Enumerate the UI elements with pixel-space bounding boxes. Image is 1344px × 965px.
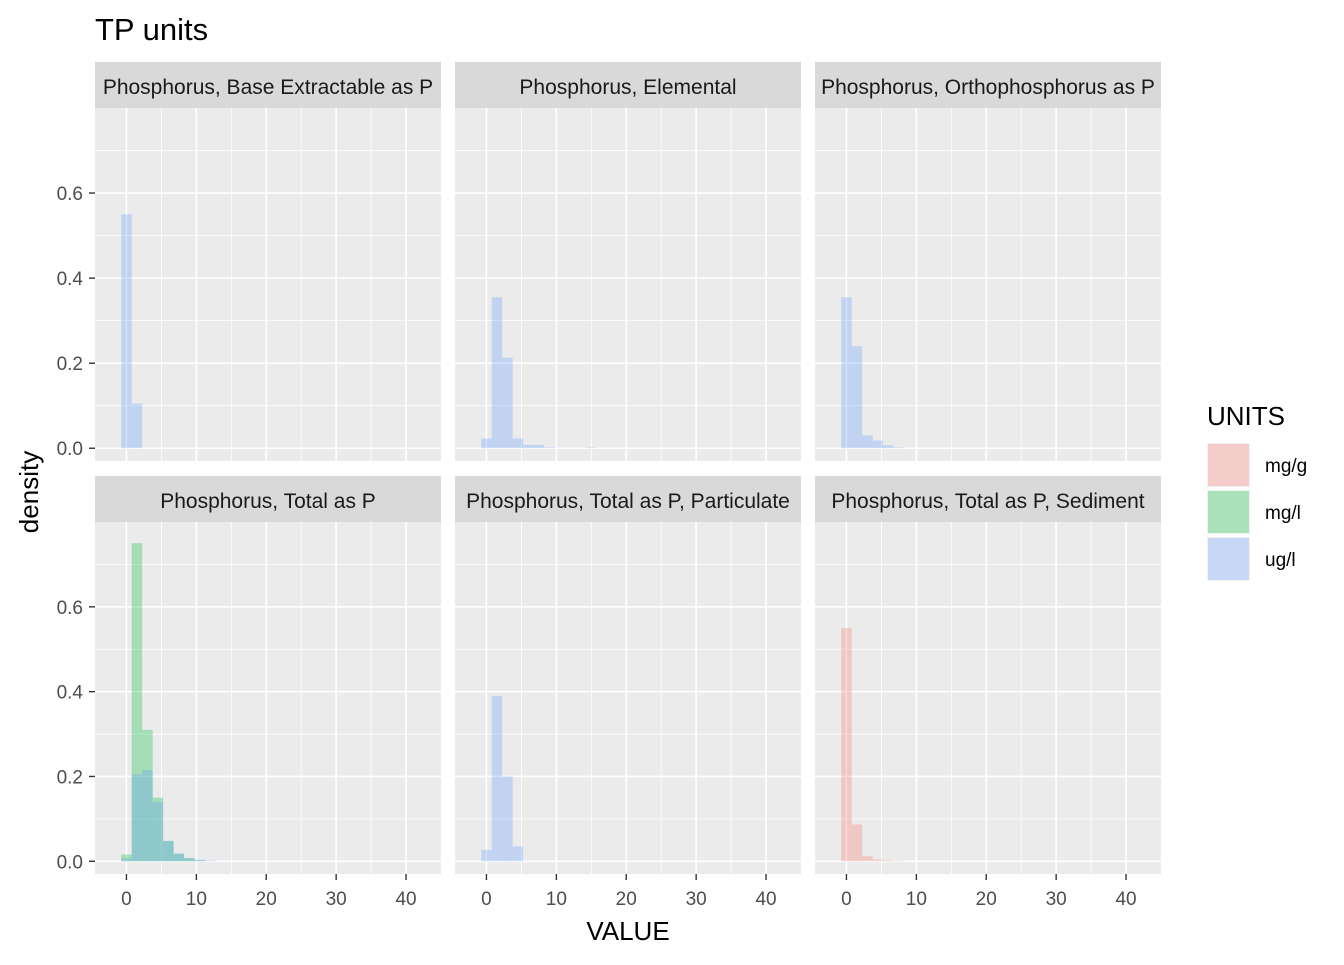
histogram-bar bbox=[121, 858, 131, 861]
x-tick-label: 10 bbox=[546, 889, 567, 910]
histogram-bar bbox=[534, 445, 544, 448]
x-tick-label: 0 bbox=[481, 889, 492, 910]
histogram-bar bbox=[481, 438, 491, 448]
histogram-bar bbox=[153, 802, 163, 861]
y-tick-label: 0.6 bbox=[57, 598, 83, 619]
histogram-bar bbox=[502, 358, 512, 449]
x-tick-label: 30 bbox=[326, 889, 347, 910]
y-axis-label: density bbox=[14, 451, 44, 533]
x-tick-label: 0 bbox=[841, 889, 852, 910]
histogram-bar bbox=[132, 404, 142, 449]
facet-panel-phosphorus-total-as-p-particulate: Phosphorus, Total as P, Particulate 0 10 20… bbox=[455, 476, 801, 910]
x-axis-label: VALUE bbox=[586, 916, 669, 946]
facet-panels: Phosphorus, Base Extractable as P 0.0 0.2 0… bbox=[57, 62, 1161, 910]
facet-strip-label: Phosphorus, Total as P, Sediment bbox=[831, 490, 1144, 513]
panel-background bbox=[815, 108, 1161, 461]
x-tick-label: 30 bbox=[686, 889, 707, 910]
histogram-bar bbox=[513, 846, 523, 861]
y-tick-label: 0.4 bbox=[57, 683, 84, 704]
y-tick-label: 0.0 bbox=[57, 852, 83, 873]
facet-strip-label: Phosphorus, Elemental bbox=[519, 76, 736, 99]
histogram-bar bbox=[586, 447, 596, 448]
x-tick-label: 30 bbox=[1046, 889, 1067, 910]
histogram-bar bbox=[121, 214, 131, 448]
x-tick-label: 20 bbox=[616, 889, 637, 910]
legend-key-mg-g bbox=[1208, 444, 1249, 486]
histogram-bar bbox=[492, 696, 502, 861]
histogram-bar bbox=[862, 435, 872, 448]
y-tick-label: 0.4 bbox=[57, 269, 84, 290]
histogram-bar bbox=[841, 297, 851, 448]
legend-key-ug-l bbox=[1208, 538, 1249, 580]
legend: UNITS mg/g mg/l ug/l bbox=[1207, 401, 1307, 581]
facet-strip-label: Phosphorus, Total as P bbox=[160, 490, 376, 513]
histogram-bar bbox=[184, 858, 194, 861]
y-tick-label: 0.2 bbox=[57, 767, 83, 788]
facet-panel-phosphorus-orthophosphorus-as-p: Phosphorus, Orthophosphorus as P bbox=[815, 62, 1161, 461]
facet-strip-label: Phosphorus, Total as P, Particulate bbox=[466, 490, 790, 513]
histogram-bar bbox=[174, 854, 184, 862]
legend-label: mg/g bbox=[1265, 456, 1307, 477]
histogram-bar bbox=[492, 297, 502, 448]
histogram-bar bbox=[481, 850, 491, 861]
histogram-bar bbox=[502, 776, 512, 861]
histogram-bar bbox=[852, 824, 862, 861]
histogram-bar bbox=[852, 346, 862, 448]
legend-label: mg/l bbox=[1265, 503, 1301, 524]
x-tick-label: 40 bbox=[1115, 889, 1136, 910]
panel-background bbox=[95, 108, 441, 461]
panel-background bbox=[815, 522, 1161, 874]
x-tick-label: 10 bbox=[186, 889, 207, 910]
histogram-bar bbox=[132, 774, 142, 861]
y-tick-label: 0.0 bbox=[57, 439, 83, 460]
facet-panel-phosphorus-elemental: Phosphorus, Elemental bbox=[455, 62, 801, 461]
facet-panel-phosphorus-total-as-p-sediment: Phosphorus, Total as P, Sediment 0 10 20 30 4… bbox=[815, 476, 1161, 910]
histogram-bar bbox=[841, 628, 851, 861]
x-tick-label: 40 bbox=[755, 889, 776, 910]
histogram-bar bbox=[883, 860, 893, 861]
x-tick-label: 10 bbox=[906, 889, 927, 910]
histogram-bar bbox=[205, 860, 215, 861]
facet-panel-phosphorus-base-extractable-as-p: Phosphorus, Base Extractable as P 0.0 0.2 0… bbox=[57, 62, 441, 461]
histogram-bar bbox=[862, 856, 872, 861]
legend-key-mg-l bbox=[1208, 491, 1249, 533]
x-tick-label: 40 bbox=[395, 889, 416, 910]
histogram-bar bbox=[513, 438, 523, 448]
chart-title: TP units bbox=[95, 12, 208, 47]
x-tick-label: 20 bbox=[976, 889, 997, 910]
legend-title: UNITS bbox=[1207, 401, 1285, 431]
y-tick-label: 0.2 bbox=[57, 354, 83, 375]
histogram-bar bbox=[163, 841, 173, 861]
histogram-bar bbox=[883, 445, 893, 448]
histogram-bar bbox=[873, 860, 883, 862]
x-tick-label: 0 bbox=[121, 889, 132, 910]
histogram-bar bbox=[142, 770, 152, 861]
histogram-bar bbox=[894, 447, 904, 448]
facet-strip-label: Phosphorus, Base Extractable as P bbox=[103, 76, 433, 99]
legend-label: ug/l bbox=[1265, 550, 1296, 571]
histogram-bar bbox=[873, 441, 883, 449]
legend-items: mg/g mg/l ug/l bbox=[1207, 443, 1307, 581]
histogram-bar bbox=[195, 860, 205, 862]
histogram-bar bbox=[544, 447, 554, 448]
histogram-bar bbox=[523, 445, 533, 448]
x-tick-label: 20 bbox=[256, 889, 277, 910]
y-tick-label: 0.6 bbox=[57, 184, 83, 205]
facet-strip-label: Phosphorus, Orthophosphorus as P bbox=[821, 76, 1155, 99]
facet-panel-phosphorus-total-as-p: Phosphorus, Total as P 0.0 0.2 0.4 0.6 0 10 20 3… bbox=[57, 476, 441, 910]
